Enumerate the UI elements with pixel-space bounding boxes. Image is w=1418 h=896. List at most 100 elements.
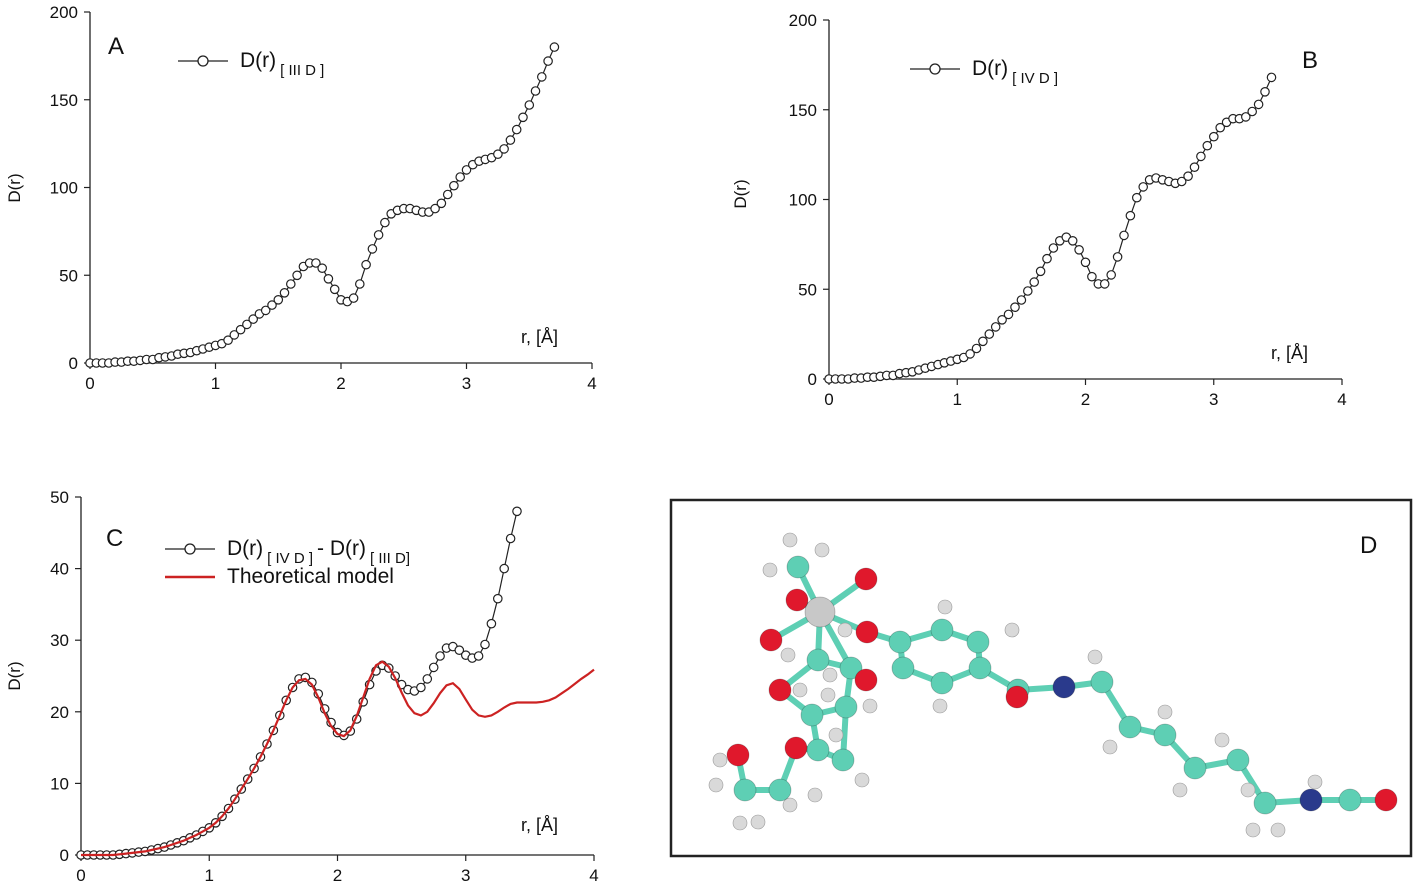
y-tick-label: 20 <box>50 703 69 722</box>
hydrogen-atom <box>782 797 798 813</box>
x-tick-label: 4 <box>1337 390 1346 409</box>
data-point <box>223 335 233 345</box>
hydrogen-atom <box>862 698 878 714</box>
carbon-atom <box>831 748 855 772</box>
data-point <box>1042 253 1052 264</box>
hydrogen-atom <box>1307 774 1323 790</box>
data-point <box>361 259 371 270</box>
legend-marker <box>184 543 196 555</box>
oxygen-atom <box>855 620 879 644</box>
data-point <box>354 279 365 289</box>
y-tick-label: 200 <box>50 3 78 22</box>
carbon-atom <box>1153 723 1177 747</box>
legend-subscript: [ IV D ] <box>267 550 313 567</box>
data-point <box>229 330 240 340</box>
hydrogen-atom <box>1087 649 1103 665</box>
carbon-atom <box>806 738 830 762</box>
data-point <box>492 593 503 604</box>
legend-subscript: [ III D] <box>370 550 410 567</box>
series-line <box>81 660 595 857</box>
data-point <box>436 198 447 209</box>
x-tick-label: 0 <box>824 390 833 409</box>
data-point <box>430 203 440 214</box>
molecule-panel-d: D <box>669 498 1413 858</box>
data-point <box>435 651 445 661</box>
data-point <box>292 270 302 281</box>
hydrogen-atom <box>837 622 853 638</box>
y-tick-label: 40 <box>50 560 69 579</box>
hydrogen-atom <box>712 752 728 768</box>
data-point <box>442 189 453 200</box>
series-measured <box>824 72 1277 384</box>
metal-atom <box>804 596 836 628</box>
series-line <box>829 77 1273 380</box>
hydrogen-atom <box>1102 739 1118 755</box>
hydrogen-atom <box>750 814 766 830</box>
series-theoretical-model <box>81 660 595 857</box>
legend-entry: D(r)[ IV D ] <box>910 57 1058 87</box>
data-point <box>971 343 982 354</box>
data-point <box>416 682 426 693</box>
y-tick-label: 30 <box>50 631 69 650</box>
legend-marker <box>197 55 209 67</box>
hydrogen-atom <box>1214 732 1230 748</box>
data-point <box>454 645 465 655</box>
hydrogen-atom <box>792 682 808 698</box>
hydrogen-atom <box>814 542 830 558</box>
x-tick-label: 4 <box>589 866 598 885</box>
x-tick-label: 4 <box>587 374 596 393</box>
nitrogen-atom <box>1299 788 1323 812</box>
carbon-atom <box>1253 791 1277 815</box>
y-tick-label: 50 <box>50 488 69 507</box>
carbon-atom <box>1118 715 1142 739</box>
data-point <box>428 662 439 673</box>
legend-main-text: D(r) <box>240 49 276 72</box>
data-point <box>329 284 340 295</box>
series-measured <box>85 42 560 368</box>
data-point <box>473 651 484 661</box>
data-point <box>1099 279 1110 289</box>
data-point <box>267 300 277 310</box>
legend-text: Theoretical model <box>227 565 394 588</box>
legend-text: D(r)[ IV D ] - D(r)[ III D] <box>227 537 410 567</box>
data-point <box>317 263 327 273</box>
carbon-atom <box>1183 756 1207 780</box>
data-point <box>1209 131 1219 142</box>
carbon-atom <box>888 630 912 654</box>
hydrogen-atom <box>762 562 778 578</box>
y-tick-label: 10 <box>50 774 69 793</box>
carbon-atom <box>1090 670 1114 694</box>
series-line <box>90 46 555 364</box>
data-point <box>380 217 390 228</box>
x-axis-label: r, [Å] <box>1271 343 1308 363</box>
data-point <box>486 618 497 629</box>
carbon-atom <box>930 618 954 642</box>
data-point <box>499 563 509 574</box>
data-point <box>449 180 459 191</box>
oxygen-atom <box>759 628 783 652</box>
carbon-atom <box>930 671 954 695</box>
data-point <box>248 314 258 324</box>
carbon-atom <box>839 656 863 680</box>
carbon-atom <box>966 630 990 654</box>
data-point <box>461 165 472 175</box>
hydrogen-atom <box>828 727 844 743</box>
carbon-atom <box>806 648 830 672</box>
panel-label: C <box>106 525 123 552</box>
y-axis-label: D(r) <box>5 173 24 202</box>
hydrogen-atom <box>732 815 748 831</box>
legend-main-text: Theoretical model <box>227 565 394 588</box>
x-tick-label: 3 <box>1209 390 1218 409</box>
x-axis-label: r, [Å] <box>521 815 558 835</box>
hydrogen-atom <box>854 772 870 788</box>
data-point <box>511 124 522 135</box>
carbon-atom <box>800 703 824 727</box>
data-point <box>499 144 509 154</box>
data-point <box>1138 182 1148 192</box>
x-tick-label: 3 <box>461 866 470 885</box>
data-point <box>493 149 503 159</box>
carbon-atom <box>1338 788 1362 812</box>
data-point <box>273 294 284 305</box>
data-point <box>311 258 321 268</box>
